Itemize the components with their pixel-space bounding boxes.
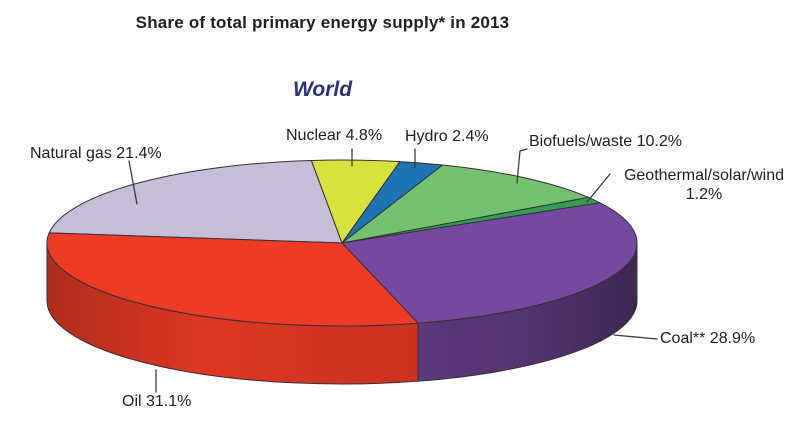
leader-line-coal (613, 334, 658, 340)
label-geothermal: Geothermal/solar/wind 1.2% (612, 166, 796, 204)
pie-slice-biofuels-waste (341, 164, 590, 244)
pie-slice-coal (341, 202, 638, 324)
pie-slice-natural-gas (48, 159, 343, 244)
pie-top-slices (46, 159, 638, 327)
leader-line-biofuels (516, 148, 528, 184)
leader-line-natural-gas (128, 160, 138, 205)
chart-title: Share of total primary energy supply* in… (135, 13, 510, 32)
label-biofuels: Biofuels/waste 10.2% (529, 133, 682, 150)
leader-line-geothermal (586, 173, 611, 203)
label-natural-gas: Natural gas 21.4% (30, 145, 162, 162)
label-hydro: Hydro 2.4% (405, 128, 489, 145)
label-geothermal-line1: Geothermal/solar/wind (623, 167, 785, 184)
label-geothermal-line2: 1.2% (685, 186, 723, 203)
pie-slice-oil (46, 232, 419, 327)
chart-subtitle: World (292, 78, 353, 101)
label-coal: Coal** 28.9% (660, 330, 756, 347)
label-nuclear: Nuclear 4.8% (286, 127, 383, 144)
label-oil: Oil 31.1% (122, 393, 192, 410)
